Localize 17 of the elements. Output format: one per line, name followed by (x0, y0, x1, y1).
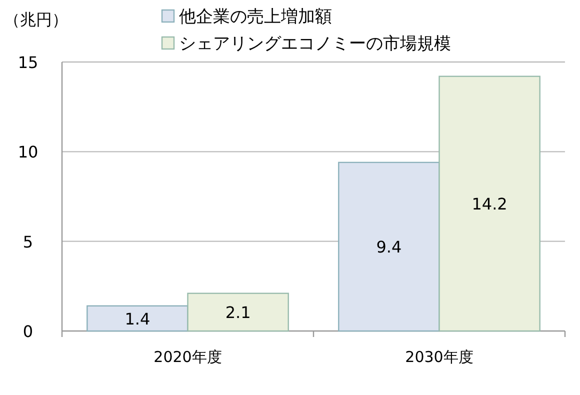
bar (438, 76, 540, 332)
y-tick-label: 5 (22, 232, 34, 252)
data-label: 14.2 (472, 194, 508, 214)
legend-label: 他企業の売上増加額 (179, 7, 332, 27)
legend-label: シェアリングエコノミーの市場規模 (179, 34, 451, 54)
y-axis-title: （兆円） (4, 10, 68, 29)
y-tick-label: 0 (22, 322, 34, 341)
bar (187, 292, 289, 332)
x-tick-label: 2020年度 (154, 348, 222, 366)
bar (338, 162, 440, 332)
y-tick-label: 10 (18, 142, 38, 162)
data-label: 1.4 (124, 309, 150, 328)
y-tick-label: 15 (18, 53, 38, 72)
x-tick-label: 2030年度 (405, 348, 474, 366)
bar (86, 305, 188, 332)
data-label: 9.4 (376, 238, 402, 257)
data-label: 2.1 (225, 303, 251, 322)
